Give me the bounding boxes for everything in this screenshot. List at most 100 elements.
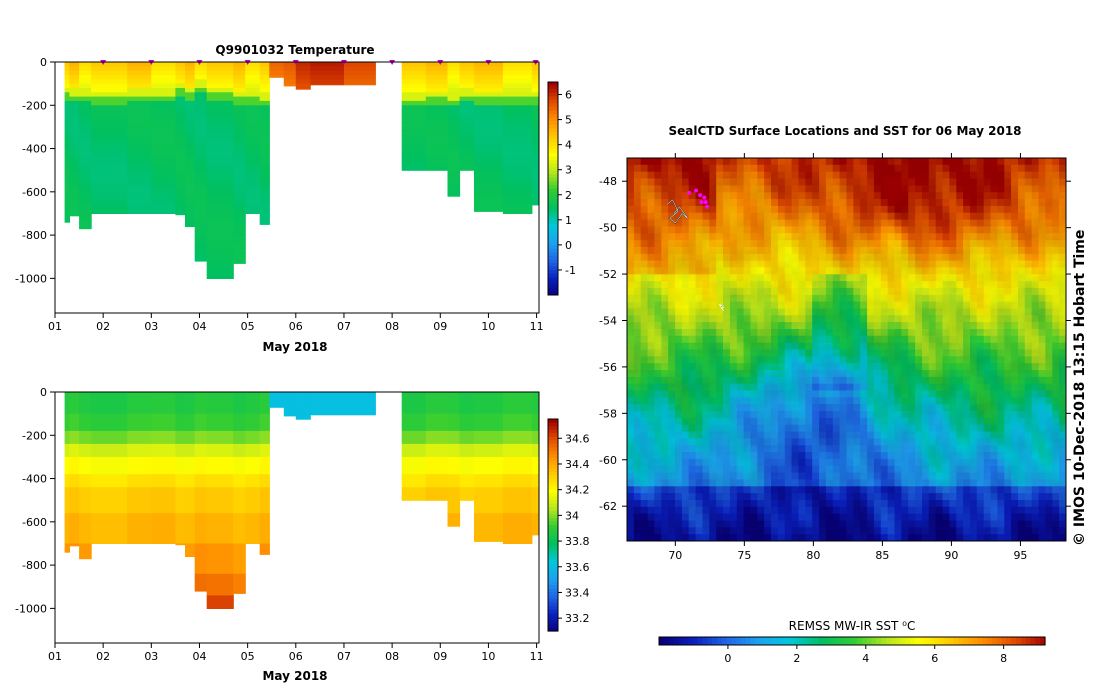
temperature-cell — [69, 100, 80, 106]
salinity-cell — [194, 530, 208, 536]
temperature-cell — [127, 66, 152, 72]
salinity-cell — [233, 482, 246, 488]
temperature-cell — [447, 165, 461, 171]
temperature-cell — [127, 178, 152, 184]
salinity-cell — [502, 392, 533, 397]
salinity-cell — [447, 426, 461, 432]
salinity-cell — [425, 430, 449, 436]
salinity-cell — [175, 456, 186, 462]
salinity-cell — [531, 439, 539, 445]
temperature-cell — [206, 230, 234, 236]
salinity-cell — [91, 482, 128, 488]
temperature-cell — [401, 109, 427, 115]
salinity-cell — [151, 508, 176, 514]
temperature-cell — [531, 196, 539, 202]
salinity-cell — [175, 539, 186, 544]
temperature-cell — [91, 178, 128, 184]
temperature-cell — [175, 178, 186, 184]
colorbar-step — [548, 556, 558, 561]
salinity-cell — [531, 526, 539, 532]
temperature-cell — [425, 109, 449, 115]
temperature-cell — [206, 252, 234, 258]
temperature-cell — [245, 178, 261, 184]
salinity-cell — [185, 422, 196, 428]
temperature-cell — [245, 196, 261, 202]
colorbar-step — [548, 280, 558, 285]
temperature-cell — [459, 92, 475, 98]
salinity-cell — [206, 604, 234, 609]
temperature-cell — [151, 139, 176, 145]
salinity-cell — [502, 413, 533, 419]
temperature-cell — [447, 75, 461, 80]
x-tick-label: 07 — [337, 320, 351, 333]
salinity-cell — [127, 443, 152, 449]
salinity-cell — [194, 534, 208, 540]
temperature-cell — [233, 148, 246, 154]
temperature-cell — [259, 217, 270, 223]
temperature-cell — [175, 139, 186, 145]
salinity-cell — [233, 392, 246, 397]
salinity-cell — [206, 487, 234, 493]
temperature-cell — [151, 126, 176, 132]
salinity-cell — [185, 426, 196, 432]
salinity-cell — [233, 552, 246, 557]
temperature-title: Q9901032 Temperature — [215, 43, 374, 57]
salinity-cell — [401, 448, 427, 454]
salinity-cell — [447, 456, 461, 462]
salinity-cell — [245, 422, 261, 428]
salinity-cell — [185, 543, 196, 549]
temperature-cell — [91, 75, 128, 80]
temperature-cell — [127, 183, 152, 189]
salinity-cell — [175, 517, 186, 523]
temperature-cell — [69, 165, 80, 171]
salinity-cell — [259, 517, 270, 523]
temperature-cell — [425, 118, 449, 124]
temperature-cell — [447, 191, 461, 197]
temperature-cell — [79, 183, 92, 189]
salinity-cell — [69, 456, 80, 462]
temperature-cell — [401, 62, 427, 67]
salinity-cell — [91, 456, 128, 462]
colorbar-step — [548, 284, 558, 289]
temperature-cell — [259, 135, 270, 141]
salinity-cell — [194, 586, 208, 592]
temperature-cell — [64, 204, 70, 210]
salinity-cell — [259, 539, 270, 544]
salinity-cell — [259, 452, 270, 458]
salinity-cell — [245, 435, 261, 441]
x-tick-label: 01 — [48, 320, 62, 333]
salinity-cell — [127, 461, 152, 467]
salinity-cell — [206, 439, 234, 445]
salinity-cell — [175, 400, 186, 406]
salinity-cell — [79, 474, 92, 480]
temperature-cell — [64, 170, 70, 176]
salinity-cell — [233, 409, 246, 415]
temperature-cell — [401, 126, 427, 132]
salinity-cell — [233, 439, 246, 445]
salinity-cell — [401, 392, 427, 397]
salinity-cell — [91, 504, 128, 510]
temperature-cell — [401, 135, 427, 141]
salinity-cell — [69, 452, 80, 458]
temperature-cell — [79, 217, 92, 223]
salinity-cell — [425, 448, 449, 454]
temperature-cell — [151, 66, 176, 72]
temperature-cell — [425, 157, 449, 163]
temperature-cell — [64, 178, 70, 184]
temperature-cell — [310, 70, 345, 76]
salinity-cell — [459, 443, 475, 449]
salinity-cell — [474, 526, 504, 532]
salinity-cell — [194, 526, 208, 532]
temperature-cell — [401, 152, 427, 158]
salinity-cell — [91, 517, 128, 523]
colorbar-step — [548, 241, 558, 246]
temperature-cell — [185, 139, 196, 145]
salinity-cell — [206, 409, 234, 415]
temperature-cell — [474, 88, 504, 93]
temperature-cell — [206, 79, 234, 85]
salinity-cell — [206, 591, 234, 596]
temperature-cell — [185, 79, 196, 85]
temperature-cell — [175, 118, 186, 124]
salinity-cell — [401, 443, 427, 449]
temperature-cell — [151, 196, 176, 202]
